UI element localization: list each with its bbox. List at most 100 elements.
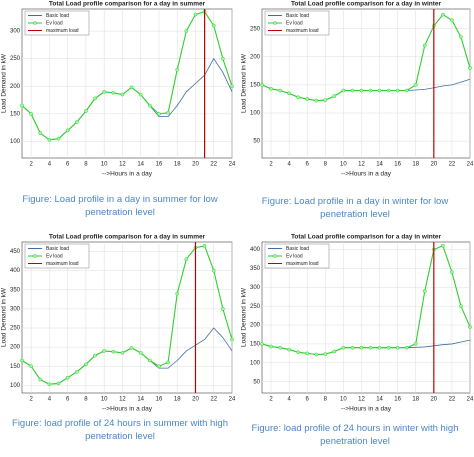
point — [305, 97, 310, 101]
point — [138, 351, 143, 355]
y-tick-label: 250 — [10, 326, 21, 332]
point — [56, 136, 61, 141]
chart-title: Total Load profile comparison for a day … — [291, 1, 442, 8]
point — [147, 103, 152, 108]
point — [38, 131, 43, 136]
y-tick-label: 350 — [250, 266, 261, 272]
y-axis-label: Load Demand in kW — [241, 53, 248, 113]
point — [20, 358, 24, 363]
point — [260, 83, 264, 87]
point — [395, 88, 400, 93]
caption: Figure: Load profile in a day in summer … — [22, 194, 218, 218]
point — [468, 325, 472, 329]
point — [332, 349, 337, 354]
x-tick-label: 2 — [269, 162, 273, 168]
x-tick-label: 22 — [210, 397, 217, 403]
point — [269, 86, 273, 91]
point — [184, 29, 189, 33]
point — [377, 88, 382, 93]
legend-label: Ev load — [46, 253, 63, 259]
point — [157, 364, 161, 369]
x-axis-label: -->Hours in a day — [341, 171, 392, 178]
y-tick-label: 100 — [10, 383, 21, 389]
legend-label: maximum load — [286, 28, 319, 34]
x-tick-label: 16 — [394, 397, 401, 403]
legend-marker — [33, 254, 37, 258]
y-axis-label: Load Demand in kW — [241, 287, 248, 347]
point — [459, 35, 463, 39]
chart-title: Total Load profile comparison for a day … — [49, 1, 206, 8]
y-tick-label: 100 — [250, 360, 261, 366]
point — [211, 268, 216, 273]
point — [459, 304, 463, 309]
point — [84, 362, 88, 367]
point — [422, 289, 427, 293]
point — [350, 345, 355, 350]
y-tick-label: 100 — [250, 111, 261, 117]
x-tick-label: 18 — [412, 397, 419, 403]
x-tick-label: 4 — [287, 397, 291, 403]
point — [65, 375, 70, 380]
x-tick-label: 18 — [412, 162, 419, 168]
legend-label: Ev load — [286, 253, 303, 259]
y-tick-label: 100 — [10, 139, 21, 145]
y-tick-label: 50 — [253, 139, 260, 145]
point — [29, 364, 33, 369]
point — [47, 137, 52, 142]
point — [413, 83, 418, 87]
point — [175, 67, 180, 72]
point — [278, 345, 282, 350]
y-axis-label: Load Demand in kW — [1, 53, 8, 113]
point — [93, 353, 97, 358]
point — [404, 345, 409, 350]
x-tick-label: 24 — [467, 162, 474, 168]
point — [287, 347, 291, 352]
point — [74, 370, 79, 374]
point — [404, 88, 409, 93]
point — [278, 88, 282, 93]
x-tick-label: 8 — [324, 397, 328, 403]
point — [305, 351, 310, 356]
point — [120, 351, 125, 355]
point — [230, 84, 234, 89]
point — [377, 345, 382, 350]
point — [341, 88, 346, 93]
point — [395, 345, 400, 350]
point — [184, 257, 189, 262]
x-tick-label: 4 — [48, 397, 52, 403]
legend-label: Ev load — [46, 20, 63, 26]
point — [211, 23, 216, 28]
point — [221, 307, 225, 311]
x-tick-label: 10 — [101, 397, 108, 403]
point — [38, 377, 43, 382]
legend-marker — [273, 21, 277, 25]
point — [230, 337, 234, 342]
point — [111, 91, 116, 95]
y-axis-label: Load Demand in kW — [1, 287, 8, 347]
y-tick-label: 350 — [10, 287, 21, 293]
caption: Figure: load profile of 24 hours in summ… — [12, 418, 228, 442]
point — [29, 112, 33, 116]
y-tick-label: 200 — [250, 323, 261, 329]
y-tick-label: 150 — [250, 342, 261, 348]
legend-label: maximum load — [286, 261, 319, 267]
point — [368, 88, 373, 93]
y-tick-label: 300 — [10, 29, 21, 35]
x-tick-label: 20 — [430, 397, 437, 403]
x-tick-label: 6 — [306, 162, 310, 168]
x-tick-label: 10 — [101, 162, 108, 168]
point — [260, 342, 264, 346]
point — [422, 43, 427, 48]
x-tick-label: 14 — [137, 397, 144, 403]
point — [314, 98, 319, 103]
chart-title: Total Load profile comparison for a day … — [291, 234, 442, 241]
point — [202, 243, 207, 248]
y-tick-label: 450 — [10, 249, 21, 255]
legend-marker — [273, 254, 277, 258]
point — [56, 381, 61, 386]
x-tick-label: 24 — [467, 397, 474, 403]
point — [350, 88, 355, 93]
y-tick-label: 400 — [10, 268, 21, 274]
y-tick-label: 150 — [10, 364, 21, 370]
